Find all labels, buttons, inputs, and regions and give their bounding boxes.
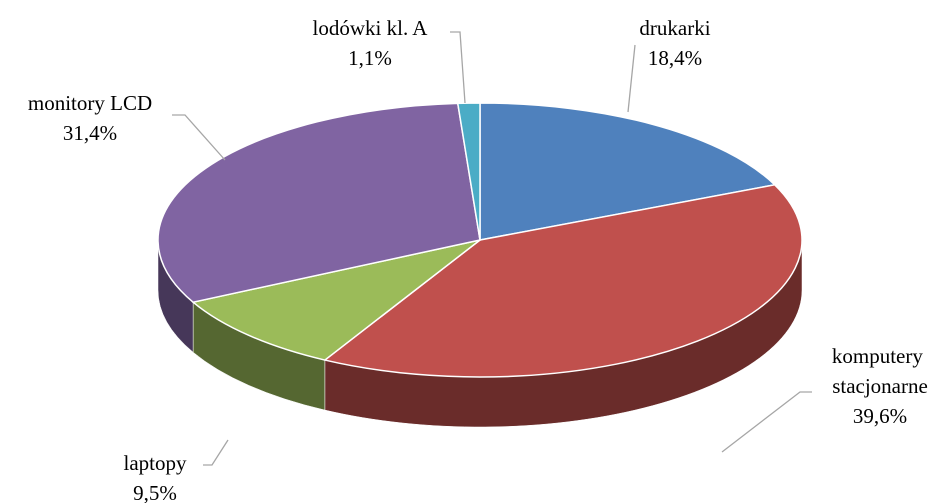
pie-slice — [479, 102, 777, 241]
pie-slice — [157, 102, 481, 304]
pie-slice — [191, 239, 481, 361]
category-label: lodówki kl. A — [313, 16, 429, 40]
value-label: 1,1% — [348, 46, 392, 70]
value-label: 39,6% — [853, 404, 907, 428]
leader-line — [450, 31, 466, 104]
value-label: 31,4% — [63, 121, 117, 145]
label-line: komputery — [832, 344, 928, 368]
leader-line — [721, 391, 812, 453]
leader-line — [203, 439, 229, 466]
value-label: 9,5% — [133, 481, 177, 503]
pie-slice — [456, 102, 481, 241]
pie-slice — [323, 183, 803, 378]
leader-line — [627, 44, 636, 113]
category-label: laptopy — [124, 451, 187, 475]
value-label: 18,4% — [648, 46, 702, 70]
category-label: komputery stacjonarne — [832, 344, 928, 398]
category-label: drukarki — [639, 16, 710, 40]
category-label: monitory LCD — [28, 91, 152, 115]
leader-line — [172, 114, 226, 161]
label-line: stacjonarne — [832, 374, 928, 398]
